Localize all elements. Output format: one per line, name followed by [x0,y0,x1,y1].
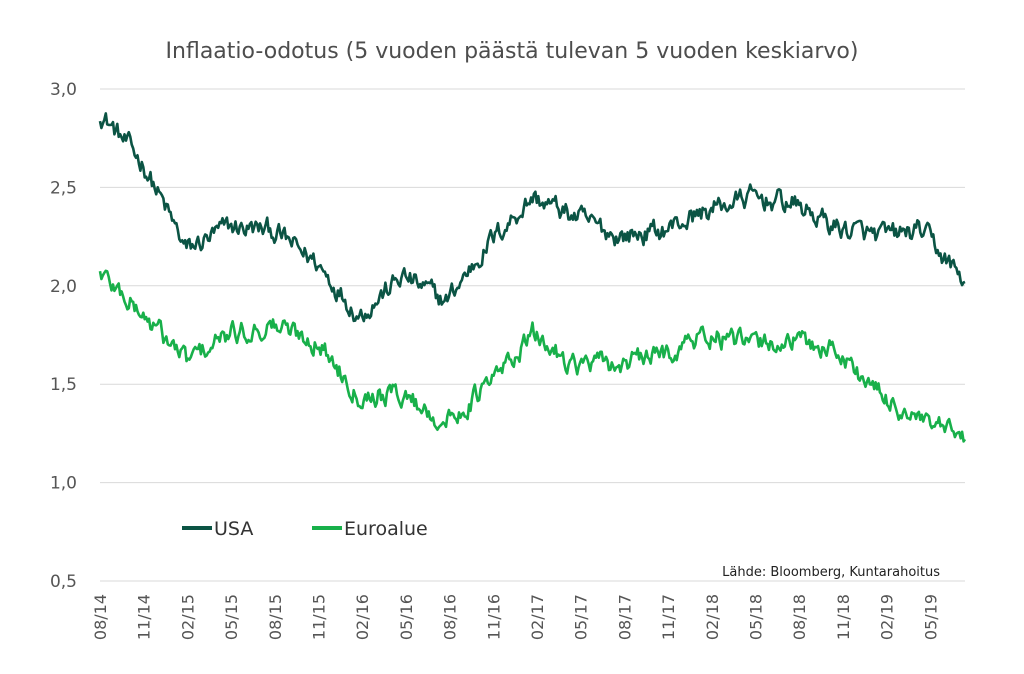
x-tick-label: 02/16 [353,594,372,640]
y-tick-label: 0,5 [50,572,77,592]
x-tick-label: 02/19 [878,594,897,640]
chart-title: Inflaatio-odotus (5 vuoden päästä tuleva… [166,39,859,64]
x-tick-label: 08/17 [615,594,634,640]
x-tick-label: 05/17 [572,594,591,640]
x-tick-label: 02/15 [178,594,197,640]
y-tick-label: 1,0 [50,474,77,494]
y-tick-label: 2,0 [50,277,77,297]
x-tick-label: 11/17 [659,594,678,640]
legend-label-usa: USA [214,518,253,540]
legend-label-euroalue: Euroalue [344,518,428,540]
x-tick-label: 08/15 [266,594,285,640]
x-tick-label: 05/16 [397,594,416,640]
y-tick-label: 2,5 [50,178,77,198]
source-note: Lähde: Bloomberg, Kuntarahoitus [722,565,940,580]
series-line-usa [98,112,966,323]
y-tick-label: 3,0 [50,80,77,100]
x-tick-label: 11/16 [484,594,503,640]
series-line-euroalue [98,269,967,443]
x-tick-label: 11/18 [834,594,853,640]
x-tick-label: 05/18 [747,594,766,640]
y-axis-ticks: 0,5 1,0 1,5 2,0 2,5 3,0 [50,80,77,592]
x-tick-label: 05/19 [921,594,940,640]
grid-lines [100,88,965,582]
x-tick-label: 11/15 [310,594,329,640]
x-tick-label: 08/16 [441,594,460,640]
legend: USA Euroalue [182,518,428,540]
x-axis-ticks: 08/14 11/14 02/15 05/15 08/15 11/15 02/16 05/16… [91,594,940,640]
y-tick-label: 1,5 [50,375,77,395]
x-tick-label: 11/14 [135,594,154,640]
x-tick-label: 02/18 [703,594,722,640]
x-tick-label: 02/17 [528,594,547,640]
x-tick-label: 08/14 [91,594,110,640]
x-tick-label: 05/15 [222,594,241,640]
x-tick-label: 08/18 [790,594,809,640]
series-lines [98,112,967,443]
